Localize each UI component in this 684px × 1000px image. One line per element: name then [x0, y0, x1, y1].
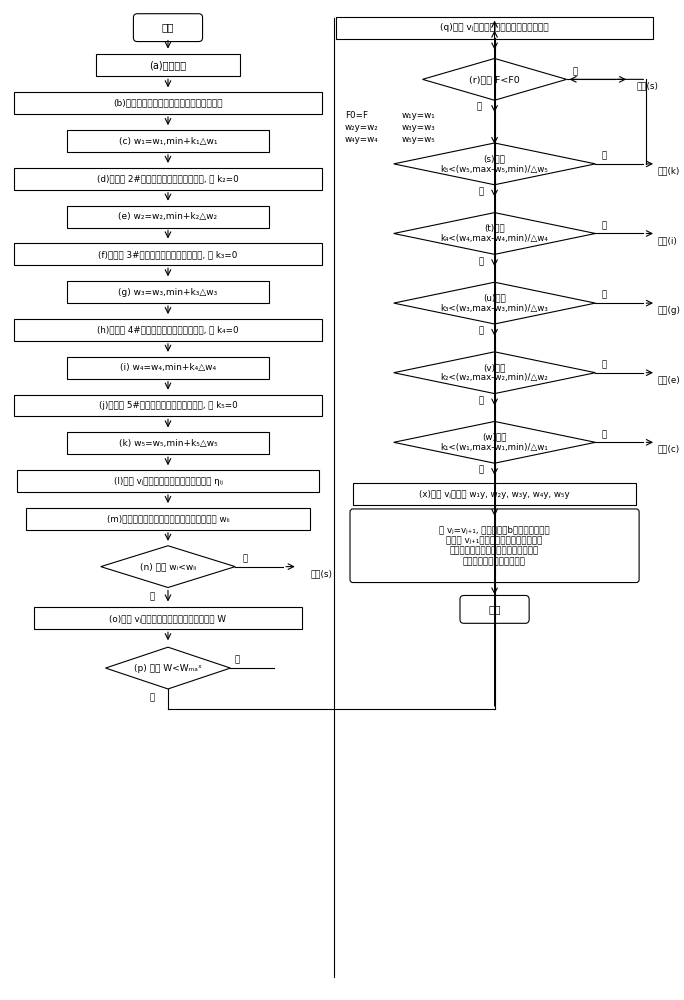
Text: 步骤(c): 步骤(c)	[658, 445, 680, 454]
Polygon shape	[394, 282, 595, 324]
Text: 否: 否	[235, 656, 240, 665]
Text: w₁y=w₁: w₁y=w₁	[402, 111, 435, 120]
FancyBboxPatch shape	[14, 243, 321, 265]
Text: (i) w₄=w₄,min+k₄△w₄: (i) w₄=w₄,min+k₄△w₄	[120, 363, 216, 372]
Text: (p) 判断 W<Wₘₐˣ: (p) 判断 W<Wₘₐˣ	[134, 664, 202, 673]
Text: (t)判断
k₄<(w₄,max-w₄,min)/△w₄: (t)判断 k₄<(w₄,max-w₄,min)/△w₄	[440, 224, 549, 243]
Text: 是: 是	[601, 221, 607, 230]
Text: 令 vⱼ=vⱼ₊₁, 转入步骤（b），完成新的轧
制速度 vⱼ₊₁情况下各机架乳化液流量的
分配，直至最终完成全部轧制速度情况
下各机架乳化液流量的分配: 令 vⱼ=vⱼ₊₁, 转入步骤（b），完成新的轧 制速度 vⱼ₊₁情况下各机架乳…	[439, 526, 550, 566]
Text: (e) w₂=w₂,min+k₂△w₂: (e) w₂=w₂,min+k₂△w₂	[118, 212, 218, 221]
Text: (h)初始化 4#机架乳化液流量及寻优步长, 令 k₄=0: (h)初始化 4#机架乳化液流量及寻优步长, 令 k₄=0	[97, 325, 239, 334]
Text: 是: 是	[477, 103, 482, 112]
Polygon shape	[394, 421, 595, 463]
Text: (w)判断
k₁<(w₁,max-w₁,min)/△w₁: (w)判断 k₁<(w₁,max-w₁,min)/△w₁	[440, 433, 549, 452]
Text: w₃y=w₃: w₃y=w₃	[402, 123, 435, 132]
Text: 是: 是	[150, 592, 155, 601]
FancyBboxPatch shape	[67, 206, 269, 228]
Text: 否: 否	[479, 187, 484, 196]
Text: (s)判断
k₅<(w₅,max-w₅,min)/△w₅: (s)判断 k₅<(w₅,max-w₅,min)/△w₅	[440, 154, 549, 174]
Text: 否: 否	[479, 396, 484, 405]
Text: 否: 否	[573, 67, 578, 76]
Text: 结束: 结束	[488, 604, 501, 614]
FancyBboxPatch shape	[14, 395, 321, 416]
Text: (a)参数收集: (a)参数收集	[149, 60, 187, 70]
Text: (r)判断 F<F0: (r)判断 F<F0	[469, 75, 520, 84]
FancyBboxPatch shape	[14, 92, 321, 114]
FancyBboxPatch shape	[67, 281, 269, 303]
FancyBboxPatch shape	[26, 508, 310, 530]
Text: (f)初始化 3#机架乳化液流量及寻优步长, 令 k₃=0: (f)初始化 3#机架乳化液流量及寻优步长, 令 k₃=0	[98, 250, 237, 259]
FancyBboxPatch shape	[350, 509, 639, 583]
Polygon shape	[101, 546, 235, 588]
FancyBboxPatch shape	[14, 319, 321, 341]
FancyBboxPatch shape	[67, 130, 269, 152]
FancyBboxPatch shape	[67, 357, 269, 379]
Text: 否: 否	[479, 466, 484, 475]
Text: 是: 是	[601, 151, 607, 160]
Text: w₅y=w₅: w₅y=w₅	[402, 135, 435, 144]
Text: (l)计算 vⱼ时各机架乳化液冷却能力系数 ηᵢⱼ: (l)计算 vⱼ时各机架乳化液冷却能力系数 ηᵢⱼ	[114, 477, 222, 486]
Text: (m)计算稳态轧制速度下各机架理论最佳流量 wₗᵢ: (m)计算稳态轧制速度下各机架理论最佳流量 wₗᵢ	[107, 514, 229, 523]
Text: F0=F: F0=F	[345, 111, 368, 120]
Text: (n) 判断 wᵢ<wₗᵢ: (n) 判断 wᵢ<wₗᵢ	[140, 562, 196, 571]
Text: 是: 是	[150, 693, 155, 702]
Text: w₂y=w₂: w₂y=w₂	[345, 123, 378, 132]
Text: (j)初始化 5#机架乳化液流量及寻优步长, 令 k₅=0: (j)初始化 5#机架乳化液流量及寻优步长, 令 k₅=0	[98, 401, 237, 410]
Polygon shape	[105, 647, 231, 689]
Text: 是: 是	[601, 360, 607, 369]
Text: 是: 是	[601, 430, 607, 439]
Text: 否: 否	[479, 257, 484, 266]
Text: (b)设定各初始值、寻优步长及中间过程参数: (b)设定各初始值、寻优步长及中间过程参数	[114, 99, 223, 108]
FancyBboxPatch shape	[34, 607, 302, 629]
Text: (u)判断
k₃<(w₃,max-w₃,min)/△w₃: (u)判断 k₃<(w₃,max-w₃,min)/△w₃	[440, 293, 549, 313]
FancyBboxPatch shape	[16, 470, 319, 492]
Text: (v)判断
k₂<(w₂,max-w₂,min)/△w₂: (v)判断 k₂<(w₂,max-w₂,min)/△w₂	[440, 363, 549, 382]
FancyBboxPatch shape	[96, 54, 240, 76]
Text: 步骤(g): 步骤(g)	[658, 306, 681, 315]
Text: 步骤(s): 步骤(s)	[310, 569, 332, 578]
FancyBboxPatch shape	[67, 432, 269, 454]
Text: w₄y=w₄: w₄y=w₄	[345, 135, 378, 144]
Text: 步骤(s): 步骤(s)	[637, 82, 659, 91]
Text: (q)计算 vⱼ时乳化液流量动态优化目标函数: (q)计算 vⱼ时乳化液流量动态优化目标函数	[440, 23, 549, 32]
Polygon shape	[394, 352, 595, 394]
FancyBboxPatch shape	[460, 595, 529, 623]
Text: 是: 是	[601, 291, 607, 300]
Text: (o)计算 vⱼ时冷连轧机组机架乳化液总流量 W: (o)计算 vⱼ时冷连轧机组机架乳化液总流量 W	[109, 614, 226, 623]
Text: 否: 否	[242, 554, 248, 563]
Text: (d)初始化 2#机架乳化液流量及寻优步长, 令 k₂=0: (d)初始化 2#机架乳化液流量及寻优步长, 令 k₂=0	[97, 174, 239, 183]
Text: 步骤(k): 步骤(k)	[658, 166, 680, 175]
FancyBboxPatch shape	[133, 14, 202, 42]
FancyBboxPatch shape	[14, 168, 321, 190]
Polygon shape	[423, 58, 566, 100]
Text: 步骤(i): 步骤(i)	[658, 236, 678, 245]
Polygon shape	[394, 143, 595, 185]
FancyBboxPatch shape	[336, 17, 653, 39]
Text: 开始: 开始	[161, 23, 174, 33]
Polygon shape	[394, 213, 595, 254]
Text: 步骤(e): 步骤(e)	[658, 375, 681, 384]
Text: (x)输出 vⱼ时最优 w₁y, w₂y, w₃y, w₄y, w₅y: (x)输出 vⱼ时最优 w₁y, w₂y, w₃y, w₄y, w₅y	[419, 490, 570, 499]
Text: 否: 否	[479, 326, 484, 335]
FancyBboxPatch shape	[353, 483, 636, 505]
Text: (c) w₁=w₁,min+k₁△w₁: (c) w₁=w₁,min+k₁△w₁	[119, 137, 218, 146]
Text: (k) w₅=w₅,min+k₅△w₅: (k) w₅=w₅,min+k₅△w₅	[118, 439, 218, 448]
Text: (g) w₃=w₃,min+k₃△w₃: (g) w₃=w₃,min+k₃△w₃	[118, 288, 218, 297]
